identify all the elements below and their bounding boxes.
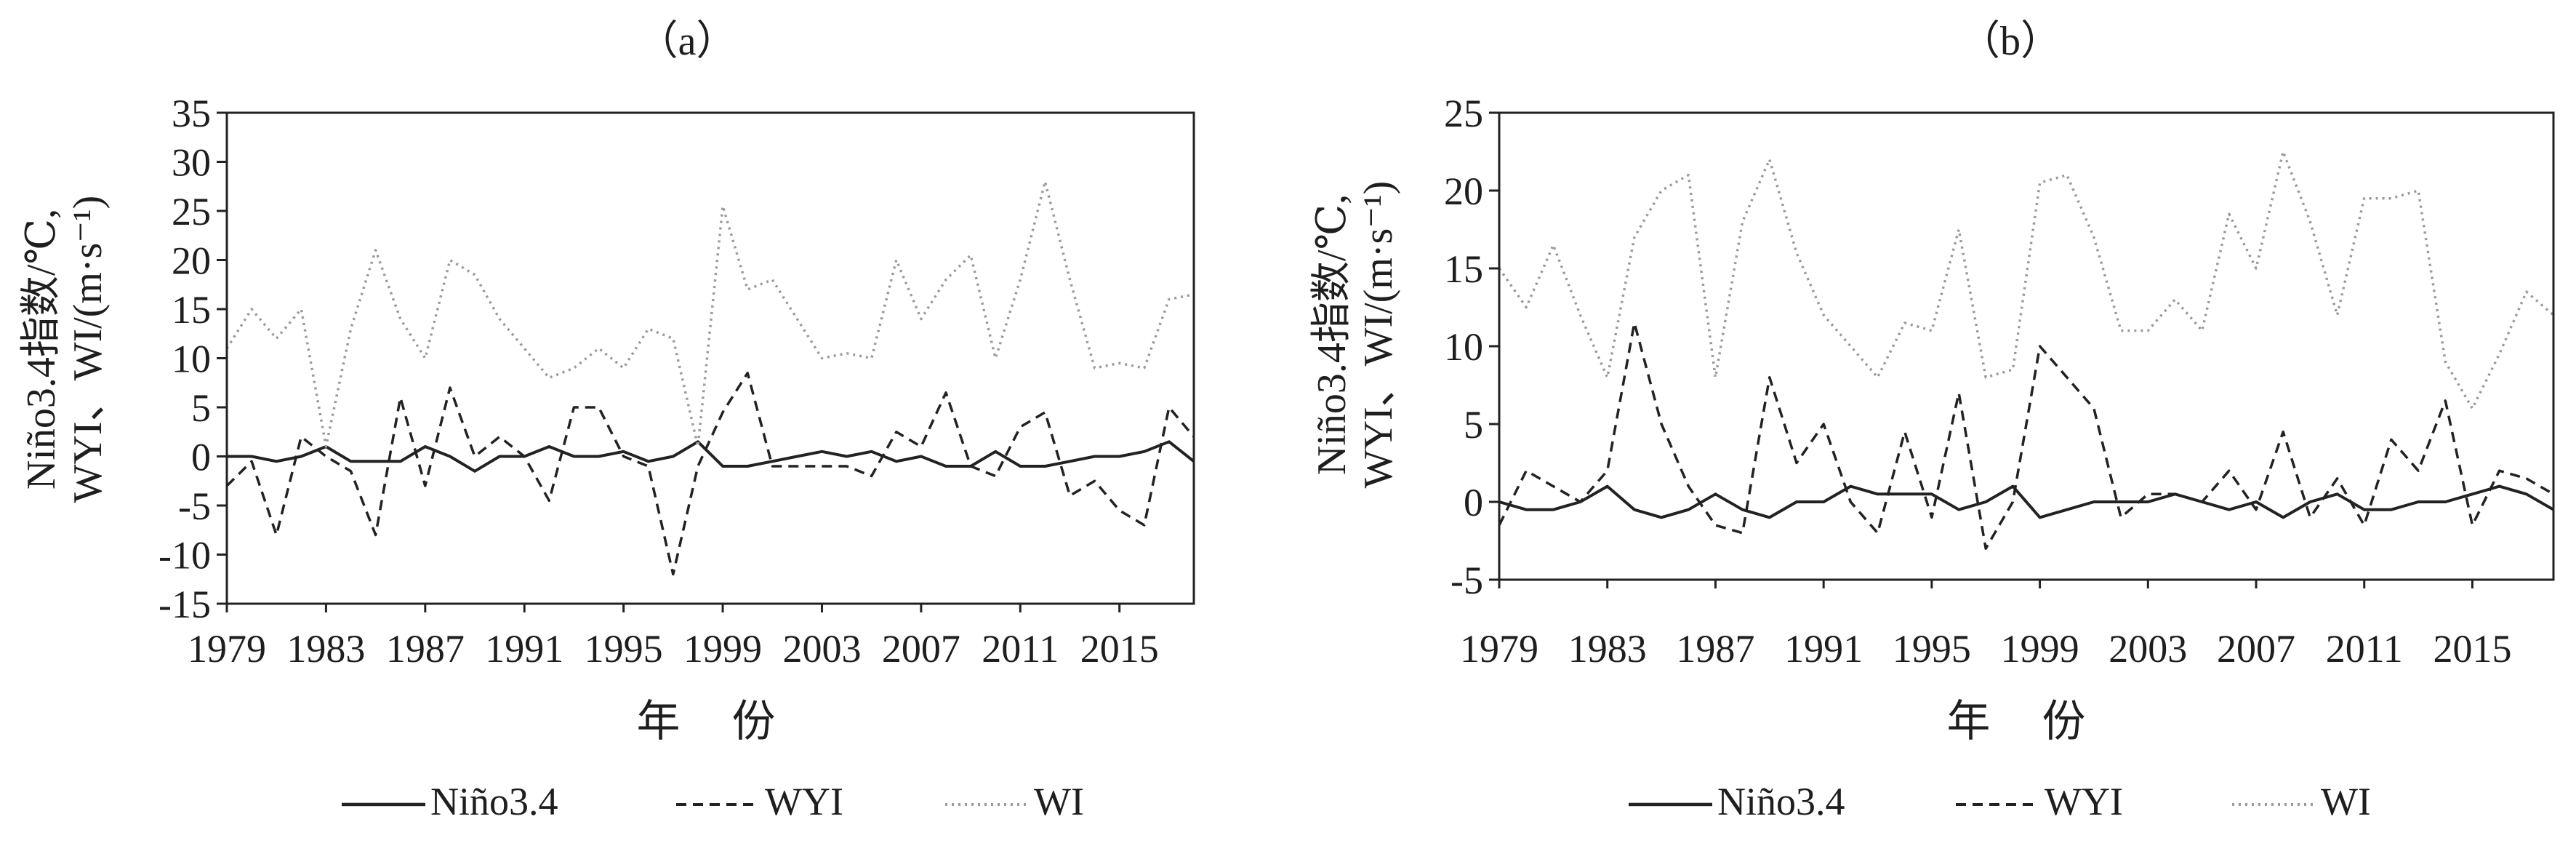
chart-b-series-nino34-line: [1498, 484, 2554, 519]
chart-a-legend: Niño3.4 WYI WI: [342, 780, 1084, 823]
chart-b-ytick-label: 5: [1464, 403, 1483, 447]
chart-a-xtick-label: 2011: [982, 627, 1059, 671]
chart-a-ytick-label: -5: [178, 484, 211, 528]
chart-a-ytick-label: 5: [191, 386, 211, 430]
chart-b-title: （b）: [1959, 19, 2061, 64]
chart-a-ytick-label: 10: [172, 337, 211, 381]
chart-b-series-wi-line: [1498, 150, 2555, 410]
chart-b-ytick-label: 20: [1444, 169, 1483, 213]
chart-b-xtick-label: 1987: [1676, 627, 1754, 671]
chart-b-xtick-label: 1995: [1893, 627, 1971, 671]
chart-b-xtick-label: 2003: [2108, 627, 2187, 671]
chart-a-xtick-label: 1991: [485, 627, 563, 671]
chart-a-ytick-label: 35: [172, 92, 211, 135]
chart-b-ytick-label: 0: [1464, 481, 1483, 524]
chart-b: （b） Niño3.4指数/℃, WYI、WI/(m·s⁻¹) 25201510…: [1309, 19, 2555, 823]
chart-b-ytick-label: -5: [1450, 559, 1483, 602]
chart-b-ylabel-line2: WYI、WI/(m·s⁻¹): [1356, 181, 1401, 489]
chart-a-ylabel-line2: WYI、WI/(m·s⁻¹): [65, 196, 111, 503]
chart-b-xtick-label: 1991: [1784, 627, 1863, 671]
chart-b-xtick-label: 1999: [2001, 627, 2079, 671]
chart-a-ytick-label: 20: [172, 239, 211, 283]
chart-a-ytick-label: 0: [191, 436, 211, 479]
chart-b-legend: Niño3.4 WYI WI: [1629, 780, 2371, 823]
chart-a-ytick-label: 25: [172, 190, 211, 233]
chart-b-xtick-label: 1983: [1568, 627, 1647, 671]
chart-b-series: [1498, 150, 2555, 550]
chart-a-xtick-label: 1979: [188, 627, 266, 671]
chart-b-ytick-label: 10: [1444, 325, 1483, 369]
chart-b-ylabel: Niño3.4指数/℃, WYI、WI/(m·s⁻¹): [1309, 181, 1401, 489]
chart-a-xlabel: 年 份: [637, 698, 796, 746]
chart-a-legend-label-wyi: WYI: [765, 780, 843, 823]
chart-b-ytick-label: 25: [1444, 92, 1483, 135]
chart-a-x-ticks: 1979 1983 1987 1991 1995 1999 2003 2007 2011 2015: [188, 604, 1159, 671]
chart-a-xtick-label: 1987: [386, 627, 465, 671]
chart-b-series-wyi-line: [1498, 321, 2554, 550]
chart-a-ytick-label: -10: [159, 534, 211, 578]
chart-a-xtick-label: 1995: [585, 627, 663, 671]
chart-a-ytick-label: -15: [159, 583, 211, 626]
chart-a-series-wyi-line: [225, 372, 1195, 576]
chart-b-xtick-label: 2015: [2433, 627, 2511, 671]
chart-a-xtick-label: 1983: [286, 627, 365, 671]
chart-a-xtick-label: 2007: [882, 627, 960, 671]
chart-a-ytick-label: 15: [172, 288, 211, 332]
chart-b-xtick-label: 1979: [1460, 627, 1538, 671]
chart-b-legend-label-nino34: Niño3.4: [1717, 780, 1845, 823]
chart-b-y-ticks: 25 20 15 10 5 0 -5: [1444, 92, 1499, 602]
chart-b-plot-frame: [1498, 111, 2555, 581]
chart-a-title: （a）: [638, 19, 737, 64]
chart-a-legend-label-wi: WI: [1034, 780, 1084, 823]
chart-b-ytick-label: 15: [1444, 247, 1483, 291]
chart-a-series: [225, 180, 1195, 576]
chart-b-legend-label-wi: WI: [2321, 780, 2371, 823]
chart-a-ylabel: Niño3.4指数/℃, WYI、WI/(m·s⁻¹): [19, 196, 111, 503]
chart-b-xtick-label: 2011: [2326, 627, 2403, 671]
chart-a-xtick-label: 2003: [782, 627, 861, 671]
chart-a-y-ticks: 35 30 25 20 15 10 5 0 -5 -10 -15: [159, 92, 227, 626]
chart-b-ylabel-line1: Niño3.4指数/℃,: [1309, 194, 1355, 475]
chart-a: （a） Niño3.4指数/℃, WYI、WI/(m·s⁻¹) 35 30 25 20…: [19, 19, 1195, 823]
chart-a-xtick-label: 2015: [1080, 627, 1159, 671]
chart-a-legend-label-nino34: Niño3.4: [430, 780, 558, 823]
chart-a-series-nino34-line: [227, 440, 1195, 473]
chart-a-plot-frame: [225, 111, 1195, 605]
chart-b-xlabel: 年 份: [1947, 698, 2106, 746]
chart-b-x-ticks: 1979 1983 1987 1991 1995 1999 2003 2007 2011 2015: [1460, 580, 2511, 671]
chart-a-series-wi-line: [225, 180, 1195, 448]
chart-b-xtick-label: 2007: [2217, 627, 2295, 671]
chart-a-xtick-label: 1999: [683, 627, 762, 671]
chart-b-legend-label-wyi: WYI: [2045, 780, 2123, 823]
chart-a-ytick-label: 30: [172, 141, 211, 185]
chart-a-ylabel-line1: Niño3.4指数/℃,: [19, 209, 64, 490]
